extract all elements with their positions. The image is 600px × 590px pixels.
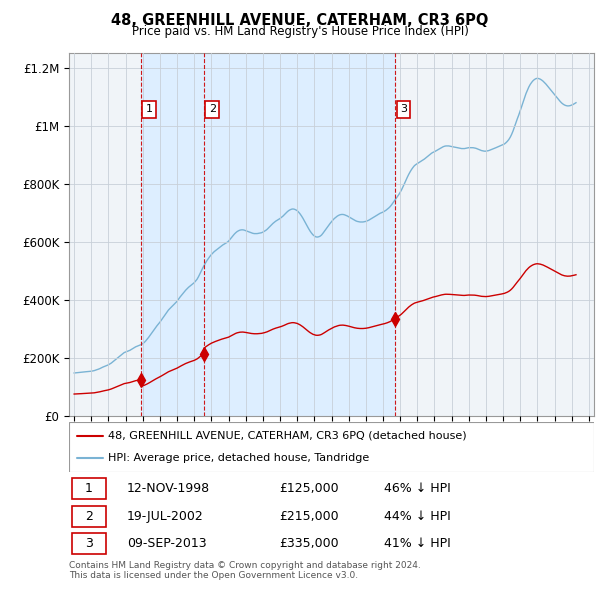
Text: Contains HM Land Registry data © Crown copyright and database right 2024.
This d: Contains HM Land Registry data © Crown c… xyxy=(69,560,421,580)
Text: 2: 2 xyxy=(209,104,216,114)
Text: 46% ↓ HPI: 46% ↓ HPI xyxy=(384,482,451,495)
Text: £215,000: £215,000 xyxy=(279,510,338,523)
Bar xyxy=(71,478,106,499)
Text: 19-JUL-2002: 19-JUL-2002 xyxy=(127,510,203,523)
Text: 1: 1 xyxy=(146,104,152,114)
Bar xyxy=(203,53,395,416)
Text: 48, GREENHILL AVENUE, CATERHAM, CR3 6PQ: 48, GREENHILL AVENUE, CATERHAM, CR3 6PQ xyxy=(112,13,488,28)
Text: Price paid vs. HM Land Registry's House Price Index (HPI): Price paid vs. HM Land Registry's House … xyxy=(131,25,469,38)
Text: 12-NOV-1998: 12-NOV-1998 xyxy=(127,482,210,495)
Text: 44% ↓ HPI: 44% ↓ HPI xyxy=(384,510,451,523)
Text: £335,000: £335,000 xyxy=(279,537,338,550)
Bar xyxy=(71,533,106,554)
Bar xyxy=(71,506,106,527)
Text: 41% ↓ HPI: 41% ↓ HPI xyxy=(384,537,451,550)
Text: 3: 3 xyxy=(400,104,407,114)
Text: £125,000: £125,000 xyxy=(279,482,338,495)
Text: 3: 3 xyxy=(85,537,92,550)
Bar xyxy=(140,53,203,416)
Text: 48, GREENHILL AVENUE, CATERHAM, CR3 6PQ (detached house): 48, GREENHILL AVENUE, CATERHAM, CR3 6PQ … xyxy=(109,431,467,441)
Text: 09-SEP-2013: 09-SEP-2013 xyxy=(127,537,206,550)
Text: 1: 1 xyxy=(85,482,92,495)
Text: 2: 2 xyxy=(85,510,92,523)
Text: HPI: Average price, detached house, Tandridge: HPI: Average price, detached house, Tand… xyxy=(109,453,370,463)
